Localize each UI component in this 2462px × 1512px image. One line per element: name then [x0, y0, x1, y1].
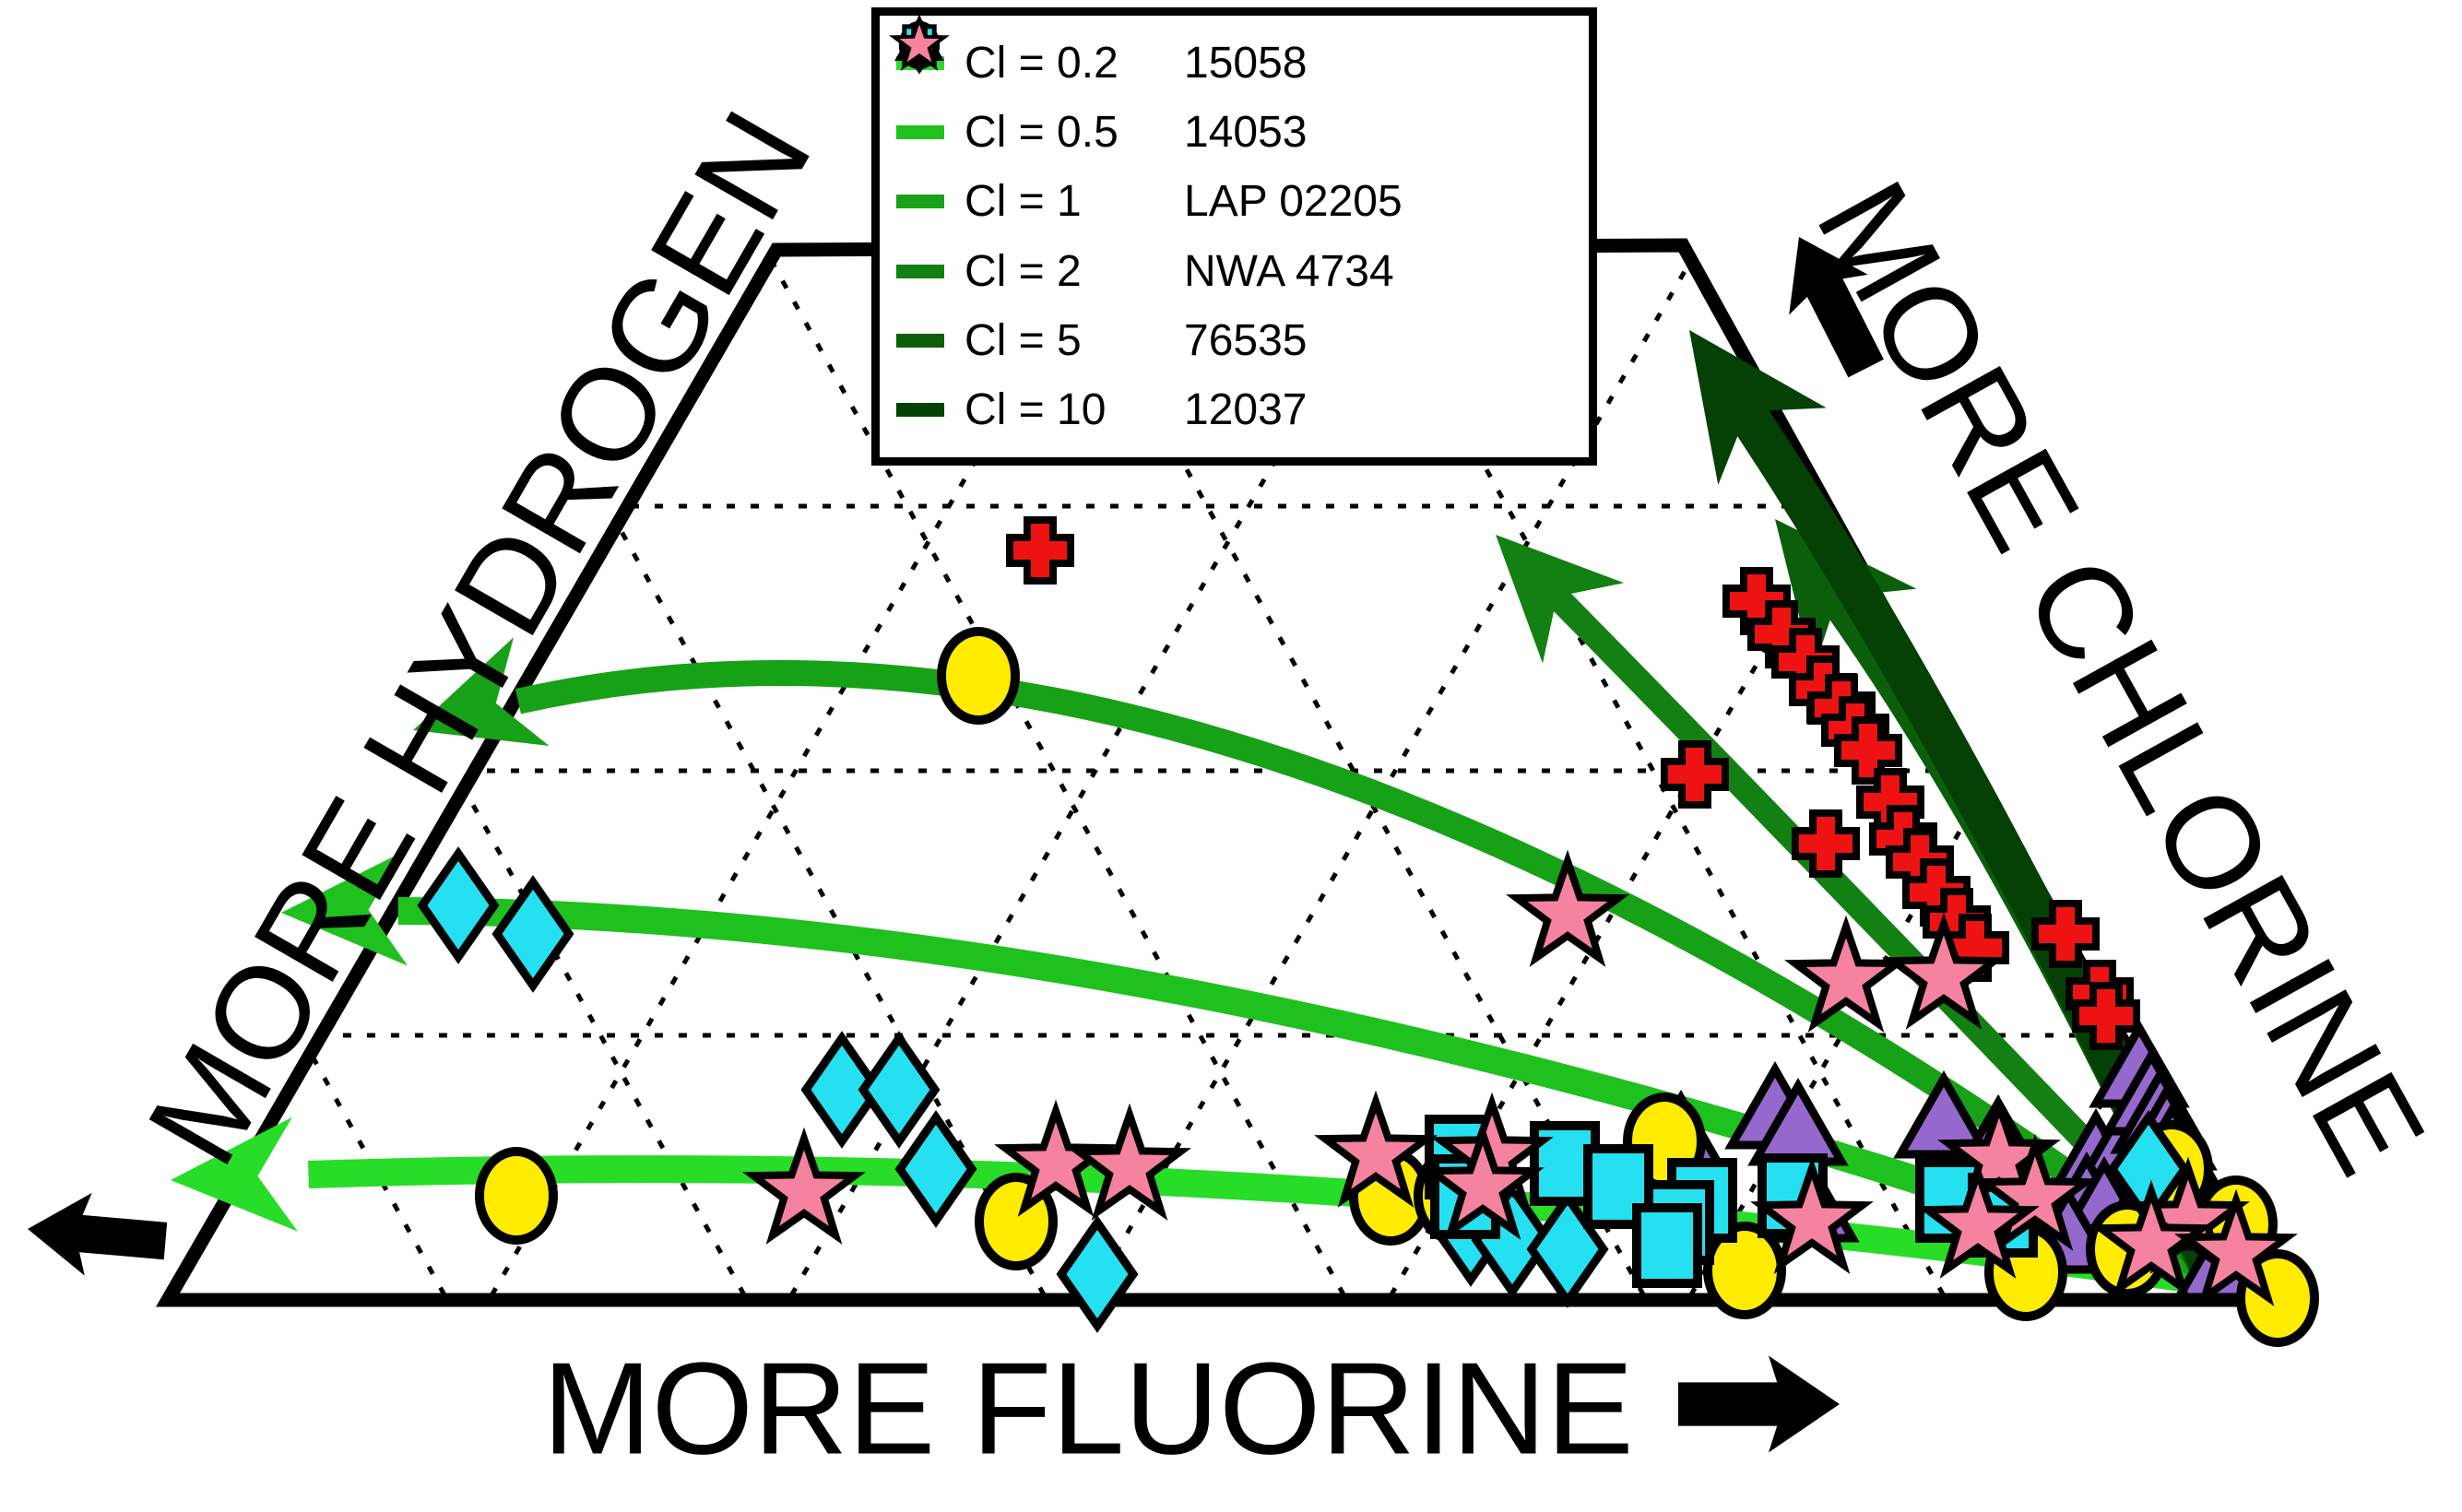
series-12037 [742, 849, 2298, 1306]
legend-marker-star [889, 16, 950, 71]
marker-star [1750, 1156, 1874, 1274]
legend-series-name: LAP 02205 [1184, 177, 1403, 227]
marker-cross [1006, 516, 1074, 585]
legend-cl-label: Cl = 2 [965, 246, 1082, 296]
series-76535 [1006, 516, 2140, 1050]
legend-cl-swatch [896, 125, 944, 140]
marker-star [742, 1127, 866, 1245]
marker-diamond [800, 1031, 883, 1149]
marker-cross [1792, 809, 1860, 878]
cl-arrow-head [281, 851, 408, 966]
legend-marker-glyph [889, 16, 950, 71]
legend-cl-swatch [896, 402, 944, 417]
legend-cl-label: Cl = 0.2 [965, 39, 1119, 89]
marker-diamond [858, 1031, 941, 1149]
marker-star [1973, 1133, 2097, 1251]
gridline-left-parallel [1065, 245, 1763, 1300]
legend-cl-swatch [896, 333, 944, 348]
legend-cl-swatch [896, 195, 944, 209]
cl-arrow-shaft [397, 897, 2209, 1291]
marker-circle [475, 1147, 558, 1245]
marker-star [1506, 849, 1629, 967]
marker-star [1068, 1103, 1191, 1221]
cl-arrow-head [1689, 330, 1827, 485]
marker-star [1421, 1122, 1545, 1240]
series-layer [417, 516, 2319, 1347]
marker-triangle [1893, 1069, 1994, 1159]
legend-row: Cl = 0.5 14053 [896, 20, 1580, 162]
legend-cl-label: Cl = 1 [965, 177, 1082, 227]
legend-row: Cl = 1 LAP 02205 [896, 16, 1580, 231]
marker-star [2089, 1179, 2213, 1297]
cl-arrow-head [171, 1116, 298, 1232]
legend-row: Cl = 2 NWA 4734 [896, 24, 1580, 301]
marker-circle [1703, 1222, 1786, 1319]
legend-row: Cl = 5 76535 [896, 28, 1580, 370]
marker-diamond [894, 1110, 977, 1228]
marker-star [1784, 915, 1908, 1033]
legend-cl-swatch [896, 264, 944, 278]
legend-series-name: 76535 [1184, 315, 1308, 365]
cl-arrow-0.2 [171, 1116, 2211, 1295]
marker-square [1632, 1203, 1702, 1288]
legend-cl-label: Cl = 0.5 [965, 108, 1119, 158]
legend-cl-label: Cl = 10 [965, 384, 1107, 434]
cl-arrow-head [1496, 535, 1625, 664]
legend-series-name: 15058 [1184, 39, 1308, 89]
marker-star [1916, 1161, 2040, 1279]
marker-cross [1661, 740, 1729, 809]
cl-arrow-head [413, 637, 550, 746]
left-axis-label: MORE HYDROGEN [120, 88, 840, 1187]
marker-diamond [491, 875, 574, 993]
legend-series-name: NWA 4734 [1184, 246, 1394, 296]
marker-cross [2072, 982, 2140, 1050]
fluorine-axis-arrow [1678, 1355, 1840, 1453]
marker-star [1314, 1090, 1438, 1208]
marker-star [1882, 912, 2006, 1030]
cl-arrow-shaft [515, 660, 2208, 1279]
bottom-axis-label: MORE FLUORINE [542, 1336, 1633, 1482]
hydrogen-axis-arrow [28, 1192, 168, 1276]
marker-diamond [417, 846, 500, 964]
legend-cl-label: Cl = 5 [965, 315, 1082, 365]
cl-arrow-1 [413, 637, 2208, 1279]
cl-arrow-0.5 [281, 851, 2209, 1291]
legend-series-name: 12037 [1184, 384, 1308, 434]
legend-series-name: 14053 [1184, 108, 1308, 158]
gridline-right-parallel [694, 245, 1369, 1300]
legend: Cl = 0.2 15058 Cl = 0.5 14053 Cl = 1 LAP 0220… [871, 7, 1597, 466]
chlorine-axis-arrow [1789, 237, 1884, 378]
series-lap-02205 [417, 846, 2190, 1333]
marker-diamond [1056, 1215, 1139, 1333]
legend-row: Cl = 10 12037 [889, 16, 1580, 439]
marker-cross [2031, 900, 2100, 968]
marker-star [2174, 1188, 2298, 1306]
marker-star [889, 16, 950, 71]
legend-row: Cl = 0.2 15058 [894, 17, 1580, 93]
series-14053 [475, 627, 2319, 1347]
cl-arrow-shaft [307, 1155, 2211, 1295]
marker-circle [937, 627, 1020, 725]
